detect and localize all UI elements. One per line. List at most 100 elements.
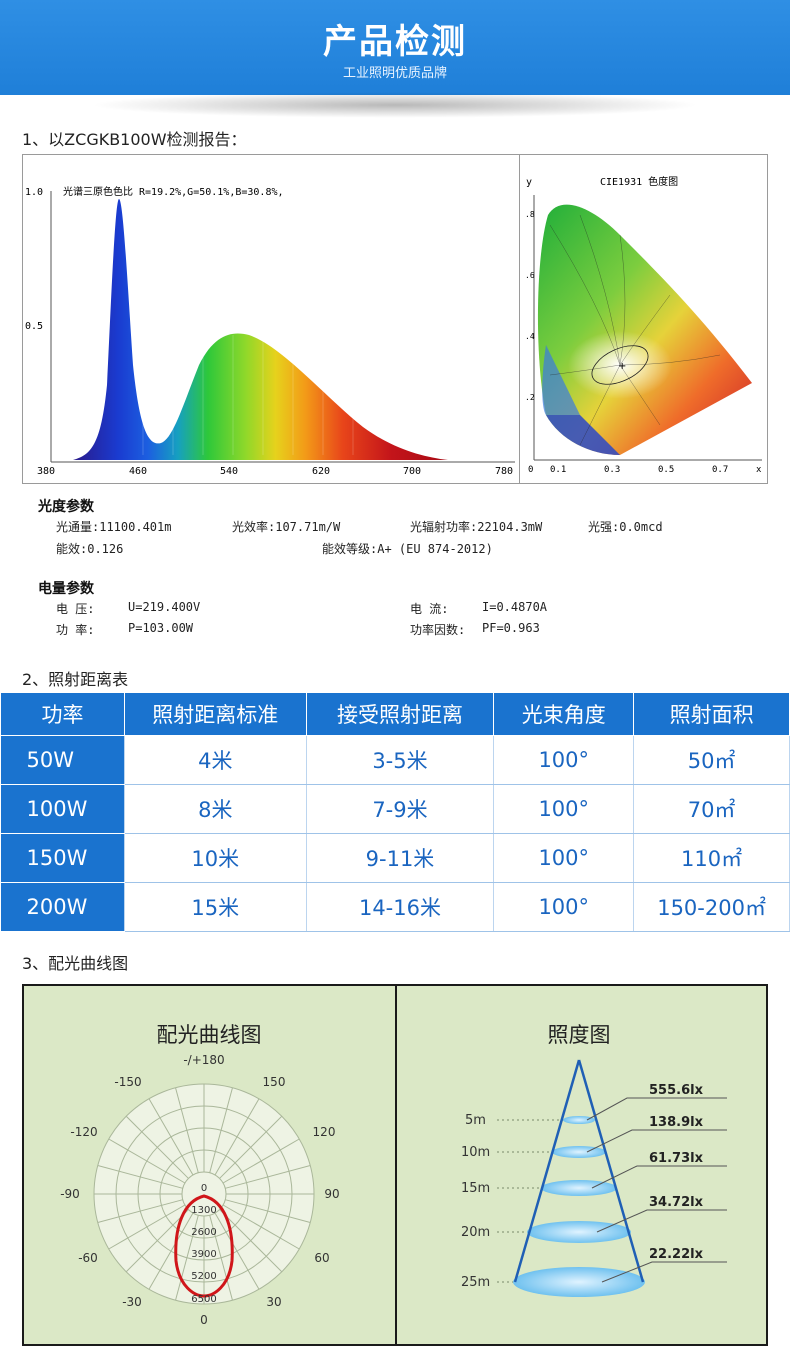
energy-eff-value: 能效:0.126 bbox=[56, 542, 124, 556]
polar-curve bbox=[174, 1194, 234, 1298]
spectrum-xtick: 780 bbox=[495, 466, 513, 477]
cie-xlabel: x bbox=[756, 465, 762, 475]
polar-spoke bbox=[214, 1212, 260, 1290]
polar-spoke bbox=[108, 1138, 186, 1184]
cie-ytick: .2 bbox=[525, 393, 535, 402]
polar-angle-label: 60 bbox=[314, 1251, 329, 1265]
table-header-row: 功率 照射距离标准 接受照射距离 光束角度 照射面积 bbox=[0, 692, 790, 736]
spectrum-xtick: 380 bbox=[37, 466, 55, 477]
table-cell: 110㎡ bbox=[633, 833, 790, 883]
section1-title: 1、以ZCGKB100W检测报告： bbox=[22, 130, 247, 149]
spectrum-xtick: 700 bbox=[403, 466, 421, 477]
panel-divider bbox=[395, 986, 397, 1344]
table-cell: 70㎡ bbox=[633, 784, 790, 834]
spectrum-ytick: 1.0 bbox=[25, 187, 43, 198]
flux-value: 光通量:11100.401m bbox=[56, 520, 172, 534]
illuminance-title: 照度图 bbox=[548, 1023, 611, 1047]
intensity-value: 光强:0.0mcd bbox=[588, 520, 663, 534]
polar-spoke bbox=[219, 1209, 283, 1273]
spectrum-xtick: 620 bbox=[312, 466, 330, 477]
cie-xtick: 0.5 bbox=[658, 465, 674, 475]
table-cell: 50㎡ bbox=[633, 735, 790, 785]
polar-spoke bbox=[175, 1215, 199, 1301]
polar-spoke bbox=[125, 1209, 189, 1273]
spectrum-curve bbox=[73, 199, 448, 460]
table-cell: 100° bbox=[493, 784, 635, 834]
polar-spoke bbox=[222, 1138, 300, 1184]
cie-ylabel: y bbox=[526, 177, 532, 188]
section2-title: 2、照射距离表 bbox=[22, 670, 129, 689]
power-label: 功 率: bbox=[56, 623, 95, 637]
polar-radial-label: 6500 bbox=[191, 1294, 216, 1305]
table-header: 照射面积 bbox=[633, 692, 790, 736]
polar-angle-label: -30 bbox=[122, 1295, 142, 1309]
lux-label: 34.72lx bbox=[649, 1195, 704, 1210]
polar-spokes bbox=[94, 1084, 314, 1304]
spectrum-xtick: 460 bbox=[129, 466, 147, 477]
table-cell: 100° bbox=[493, 882, 635, 932]
polar-spoke bbox=[175, 1087, 199, 1173]
lux-label: 138.9lx bbox=[649, 1115, 704, 1130]
polar-spoke bbox=[225, 1199, 311, 1223]
polar-spoke bbox=[219, 1115, 283, 1179]
table-cell: 15米 bbox=[124, 882, 307, 932]
table-cell: 100° bbox=[493, 833, 635, 883]
table-row: 150W 10米 9-11米 100° 110㎡ bbox=[0, 833, 790, 883]
efficacy-value: 光效率:107.71m/W bbox=[232, 520, 341, 534]
voltage-value: U=219.400V bbox=[128, 600, 201, 614]
page-subtitle: 工业照明优质品牌 bbox=[342, 66, 447, 81]
cie-ytick: .6 bbox=[525, 271, 535, 280]
polar-spoke bbox=[209, 1087, 233, 1173]
polar-radial-label: 2600 bbox=[191, 1227, 216, 1238]
polar-angle-label: -/+180 bbox=[183, 1053, 224, 1067]
table-header: 接受照射距离 bbox=[305, 692, 495, 736]
table-cell: 9-11米 bbox=[306, 833, 495, 883]
current-value: I=0.4870A bbox=[482, 600, 548, 614]
cie-ytick: .8 bbox=[525, 210, 535, 219]
distance-label: 10m bbox=[461, 1145, 490, 1160]
photometric-params: 光度参数 bbox=[38, 496, 94, 516]
illuminance-chart: 照度图 5m 10m 15m 20m 25m 555.6lx 138.9lx 6… bbox=[461, 1023, 727, 1297]
photometric-heading: 光度参数 bbox=[38, 499, 94, 515]
polar-angle-label: 30 bbox=[266, 1295, 281, 1309]
pf-value: PF=0.963 bbox=[482, 621, 540, 635]
polar-radial-label: 1300 bbox=[191, 1205, 216, 1216]
test-report-box: 1.0 0.5 光谱三原色色比 R=19.2%,G=50.1%,B=30.8%,… bbox=[22, 154, 768, 484]
svg-text:+: + bbox=[618, 361, 626, 372]
lux-label: 22.22lx bbox=[649, 1247, 704, 1262]
polar-spoke bbox=[148, 1212, 194, 1290]
table-header: 功率 bbox=[0, 692, 125, 736]
lux-label: 555.6lx bbox=[649, 1083, 704, 1098]
distance-label: 5m bbox=[465, 1113, 486, 1128]
polar-radial-label: 0 bbox=[201, 1183, 207, 1194]
polar-angle-label: -120 bbox=[70, 1125, 97, 1139]
polar-spoke bbox=[108, 1204, 186, 1250]
header-shadow bbox=[90, 92, 700, 118]
table-cell-power: 200W bbox=[0, 882, 125, 932]
table-cell-power: 150W bbox=[0, 833, 125, 883]
table-cell: 150-200㎡ bbox=[633, 882, 790, 932]
spectrum-caption: 光谱三原色色比 R=19.2%,G=50.1%,B=30.8%, bbox=[63, 185, 284, 198]
table-row: 100W 8米 7-9米 100° 70㎡ bbox=[0, 784, 790, 834]
polar-chart: 配光曲线图 -/+180 -150 150 -120 120 -90 90 -6… bbox=[60, 1023, 339, 1327]
polar-radial-label: 5200 bbox=[191, 1271, 216, 1282]
table-cell: 10米 bbox=[124, 833, 307, 883]
section3-title: 3、配光曲线图 bbox=[22, 954, 129, 973]
table-cell: 7-9米 bbox=[306, 784, 495, 834]
power-value: P=103.00W bbox=[128, 621, 194, 635]
polar-angle-label: -90 bbox=[60, 1187, 80, 1201]
polar-angle-label: -60 bbox=[78, 1251, 98, 1265]
polar-radial-label: 3900 bbox=[191, 1249, 216, 1260]
cie-xtick: 0.1 bbox=[550, 465, 566, 475]
radiant-power-value: 光辐射功率:22104.3mW bbox=[410, 520, 543, 534]
polar-spoke bbox=[225, 1165, 311, 1189]
light-distribution-panels: 配光曲线图 -/+180 -150 150 -120 120 -90 90 -6… bbox=[22, 984, 768, 1346]
polar-angle-label: 0 bbox=[200, 1313, 208, 1327]
table-header: 照射距离标准 bbox=[123, 692, 307, 736]
table-cell: 14-16米 bbox=[306, 882, 495, 932]
polar-spoke bbox=[214, 1098, 260, 1176]
pf-label: 功率因数: bbox=[410, 623, 466, 637]
polar-spoke bbox=[209, 1215, 233, 1301]
table-cell: 3-5米 bbox=[306, 735, 495, 785]
cie-chart: y CIE1931 色度图 + .8 .6 .4 .2 0 0.1 0.3 0.… bbox=[519, 155, 762, 483]
